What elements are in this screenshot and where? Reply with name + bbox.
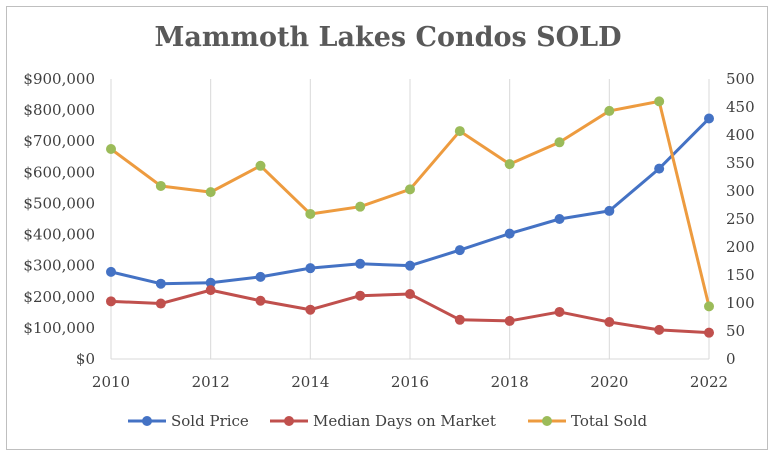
data-point-total-sold: [255, 160, 266, 171]
data-point-median-days-on-market: [305, 304, 316, 315]
data-point-median-days-on-market: [355, 290, 366, 301]
data-point-median-days-on-market: [255, 295, 266, 306]
series-sold-price: [106, 113, 714, 289]
data-point-sold-price: [255, 271, 266, 282]
chart-frame: [6, 6, 768, 450]
y-right-tick-label: 50: [726, 322, 745, 340]
data-point-total-sold: [405, 184, 415, 195]
data-point-sold-price: [205, 277, 216, 288]
series-lines: [106, 96, 714, 338]
y-left-tick-label: $400,000: [23, 226, 95, 244]
data-point-sold-price: [454, 245, 465, 256]
data-point-total-sold: [205, 187, 216, 198]
chart-title: Mammoth Lakes Condos SOLD: [154, 22, 621, 53]
y-left-tick-label: $600,000: [23, 163, 95, 181]
data-point-median-days-on-market: [504, 315, 515, 326]
data-point-sold-price: [554, 214, 565, 224]
y-right-tick-label: 200: [726, 238, 755, 256]
data-point-total-sold: [504, 159, 515, 170]
x-tick-label: 2018: [491, 373, 529, 391]
y-left-tick-label: $100,000: [23, 319, 95, 337]
y-right-tick-label: 250: [726, 210, 755, 228]
data-point-median-days-on-market: [155, 298, 166, 309]
data-point-total-sold: [454, 126, 465, 137]
legend-swatch-marker: [142, 416, 152, 426]
y-left-tick-label: $700,000: [23, 132, 95, 150]
grid-lines: [110, 79, 710, 360]
data-point-total-sold: [654, 96, 665, 107]
y-left-tick-label: $200,000: [23, 288, 95, 306]
data-point-total-sold: [355, 201, 366, 212]
data-point-total-sold: [704, 301, 714, 312]
data-point-sold-price: [355, 258, 366, 269]
data-point-sold-price: [155, 278, 166, 289]
x-tick-label: 2022: [690, 373, 728, 391]
data-point-sold-price: [504, 228, 515, 239]
y-left-tick-label: $0: [76, 350, 95, 368]
x-tick-label: 2020: [590, 373, 628, 391]
y-right-tick-label: 350: [726, 154, 755, 172]
y-right-tick-label: 150: [726, 266, 755, 284]
data-point-sold-price: [405, 260, 415, 271]
legend-label: Median Days on Market: [313, 412, 496, 430]
y-left-tick-label: $300,000: [23, 257, 95, 275]
right-y-axis: 0 50 100 150 200 250 300 350 400 450 500: [726, 70, 755, 368]
data-point-median-days-on-market: [106, 296, 116, 307]
series-median-days-on-market: [106, 285, 714, 338]
legend-item-median-days-on-market: Median Days on Market: [270, 412, 496, 430]
legend-label: Total Sold: [571, 412, 648, 430]
x-tick-label: 2010: [92, 373, 130, 391]
y-right-tick-label: 450: [726, 98, 755, 116]
y-left-tick-label: $900,000: [23, 70, 95, 88]
y-right-tick-label: 300: [726, 182, 755, 200]
data-point-sold-price: [604, 205, 615, 216]
data-point-median-days-on-market: [704, 327, 714, 338]
legend-swatch-marker: [284, 416, 294, 426]
data-point-median-days-on-market: [405, 289, 415, 300]
left-y-axis: $0 $100,000 $200,000 $300,000 $400,000 $500,0…: [23, 70, 95, 368]
data-point-median-days-on-market: [205, 285, 216, 296]
series-total-sold: [106, 96, 714, 312]
y-left-tick-label: $500,000: [23, 194, 95, 212]
x-tick-label: 2012: [192, 373, 230, 391]
data-point-median-days-on-market: [654, 324, 665, 335]
data-point-sold-price: [704, 113, 714, 124]
y-right-tick-label: 0: [726, 350, 736, 368]
legend-item-total-sold: Total Sold: [528, 412, 648, 430]
data-point-total-sold: [305, 208, 316, 219]
data-point-median-days-on-market: [454, 314, 465, 325]
data-point-median-days-on-market: [554, 306, 565, 317]
legend-label: Sold Price: [171, 412, 249, 430]
y-left-tick-label: $800,000: [23, 101, 95, 119]
data-point-total-sold: [155, 180, 166, 191]
data-point-sold-price: [654, 163, 665, 174]
data-point-sold-price: [106, 266, 116, 277]
x-axis: 2010 2012 2014 2016 2018 2020 2022: [92, 373, 728, 391]
legend: Sold Price Median Days on Market Total Sol…: [128, 412, 648, 430]
data-point-total-sold: [106, 144, 116, 154]
data-point-sold-price: [305, 263, 316, 274]
data-point-median-days-on-market: [604, 317, 615, 328]
y-right-tick-label: 100: [726, 294, 755, 312]
legend-swatch-marker: [542, 416, 552, 426]
x-tick-label: 2016: [391, 373, 429, 391]
data-point-total-sold: [604, 105, 615, 116]
x-tick-label: 2014: [291, 373, 329, 391]
legend-item-sold-price: Sold Price: [128, 412, 249, 430]
y-right-tick-label: 400: [726, 126, 755, 144]
y-right-tick-label: 500: [726, 70, 755, 88]
data-point-total-sold: [554, 137, 565, 148]
